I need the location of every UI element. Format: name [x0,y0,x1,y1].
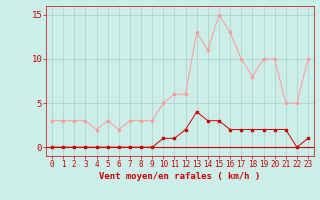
X-axis label: Vent moyen/en rafales ( km/h ): Vent moyen/en rafales ( km/h ) [100,172,260,181]
